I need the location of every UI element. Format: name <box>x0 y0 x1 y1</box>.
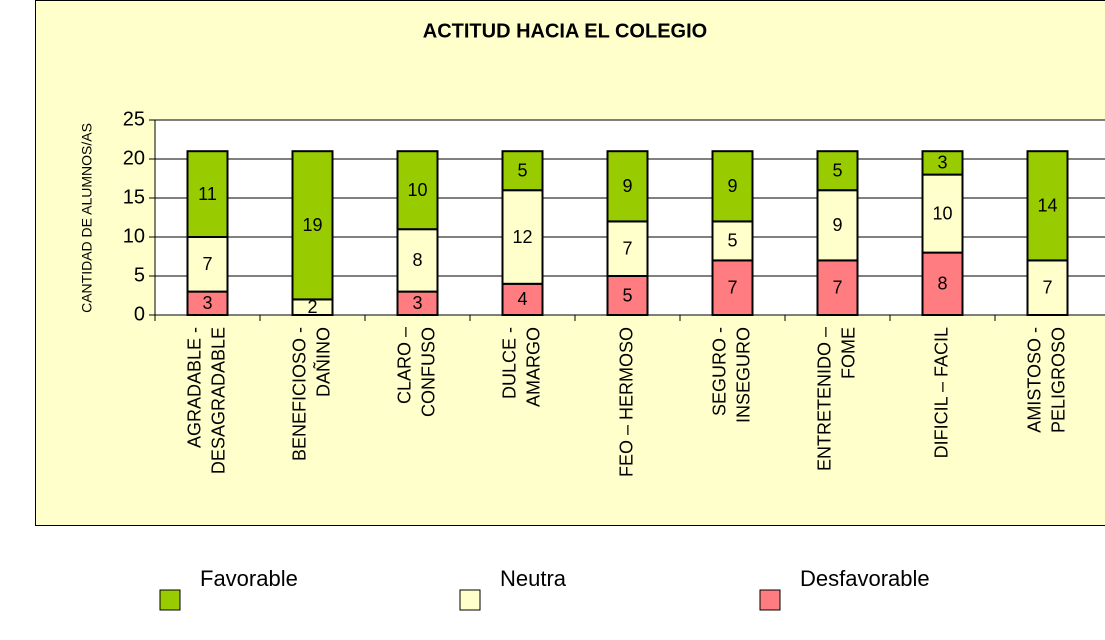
data-label: 3 <box>937 153 947 173</box>
data-label: 10 <box>407 180 427 200</box>
x-tick-label: DULCE - <box>499 327 519 399</box>
data-label: 7 <box>622 238 632 258</box>
data-label: 11 <box>198 184 217 204</box>
x-tick-label: DAÑINO <box>312 327 333 397</box>
data-label: 9 <box>727 176 737 196</box>
data-label: 5 <box>832 160 842 180</box>
y-tick-label: 10 <box>123 225 145 247</box>
x-tick-label: FEO – HERMOSO <box>616 327 636 477</box>
data-label: 14 <box>1037 196 1057 216</box>
x-tick-label: CONFUSO <box>418 327 438 417</box>
y-axis-label: CANTIDAD DE ALUMNOS/AS <box>79 123 95 313</box>
legend-label: Desfavorable <box>800 566 930 591</box>
data-label: 8 <box>937 274 947 294</box>
data-label: 19 <box>302 215 322 235</box>
data-label: 10 <box>932 203 952 223</box>
data-label: 7 <box>1042 277 1052 297</box>
data-label: 7 <box>832 277 842 297</box>
y-tick-label: 25 <box>123 108 145 130</box>
data-label: 5 <box>517 160 527 180</box>
data-label: 7 <box>727 277 737 297</box>
legend-swatch <box>460 590 480 610</box>
x-tick-label: SEGURO - <box>709 327 729 416</box>
y-tick-label: 5 <box>134 264 145 286</box>
data-label: 8 <box>412 250 422 270</box>
data-label: 3 <box>412 293 422 313</box>
legend-label: Neutra <box>500 566 567 591</box>
x-tick-label: BENEFICIOSO - <box>289 327 309 461</box>
x-tick-label: DIFICIL – FACIL <box>931 327 951 458</box>
x-tick-label: FOME <box>838 327 858 379</box>
data-label: 5 <box>727 231 737 251</box>
x-tick-label: ENTRETENIDO – <box>814 327 834 471</box>
legend-label: Favorable <box>200 566 298 591</box>
x-tick-label: AGRADABLE - <box>184 327 204 448</box>
data-label: 5 <box>622 285 632 305</box>
chart-title: ACTITUD HACIA EL COLEGIO <box>423 20 707 42</box>
data-label: 9 <box>832 215 842 235</box>
legend-swatch <box>760 590 780 610</box>
data-label: 3 <box>202 293 212 313</box>
legend-swatch <box>160 590 180 610</box>
data-label: 9 <box>622 176 632 196</box>
y-tick-label: 0 <box>134 303 145 325</box>
x-tick-label: CLARO – <box>394 327 414 404</box>
x-tick-label: PELIGROSO <box>1048 327 1068 433</box>
y-tick-label: 20 <box>123 147 145 169</box>
data-label: 4 <box>517 289 527 309</box>
y-tick-label: 15 <box>123 186 145 208</box>
x-tick-label: DESAGRADABLE <box>208 327 228 474</box>
x-tick-label: AMARGO <box>523 327 543 407</box>
x-tick-label: AMISTOSO - <box>1024 327 1044 433</box>
data-label: 7 <box>202 254 212 274</box>
x-tick-label: INSEGURO <box>733 327 753 423</box>
data-label: 12 <box>512 227 532 247</box>
